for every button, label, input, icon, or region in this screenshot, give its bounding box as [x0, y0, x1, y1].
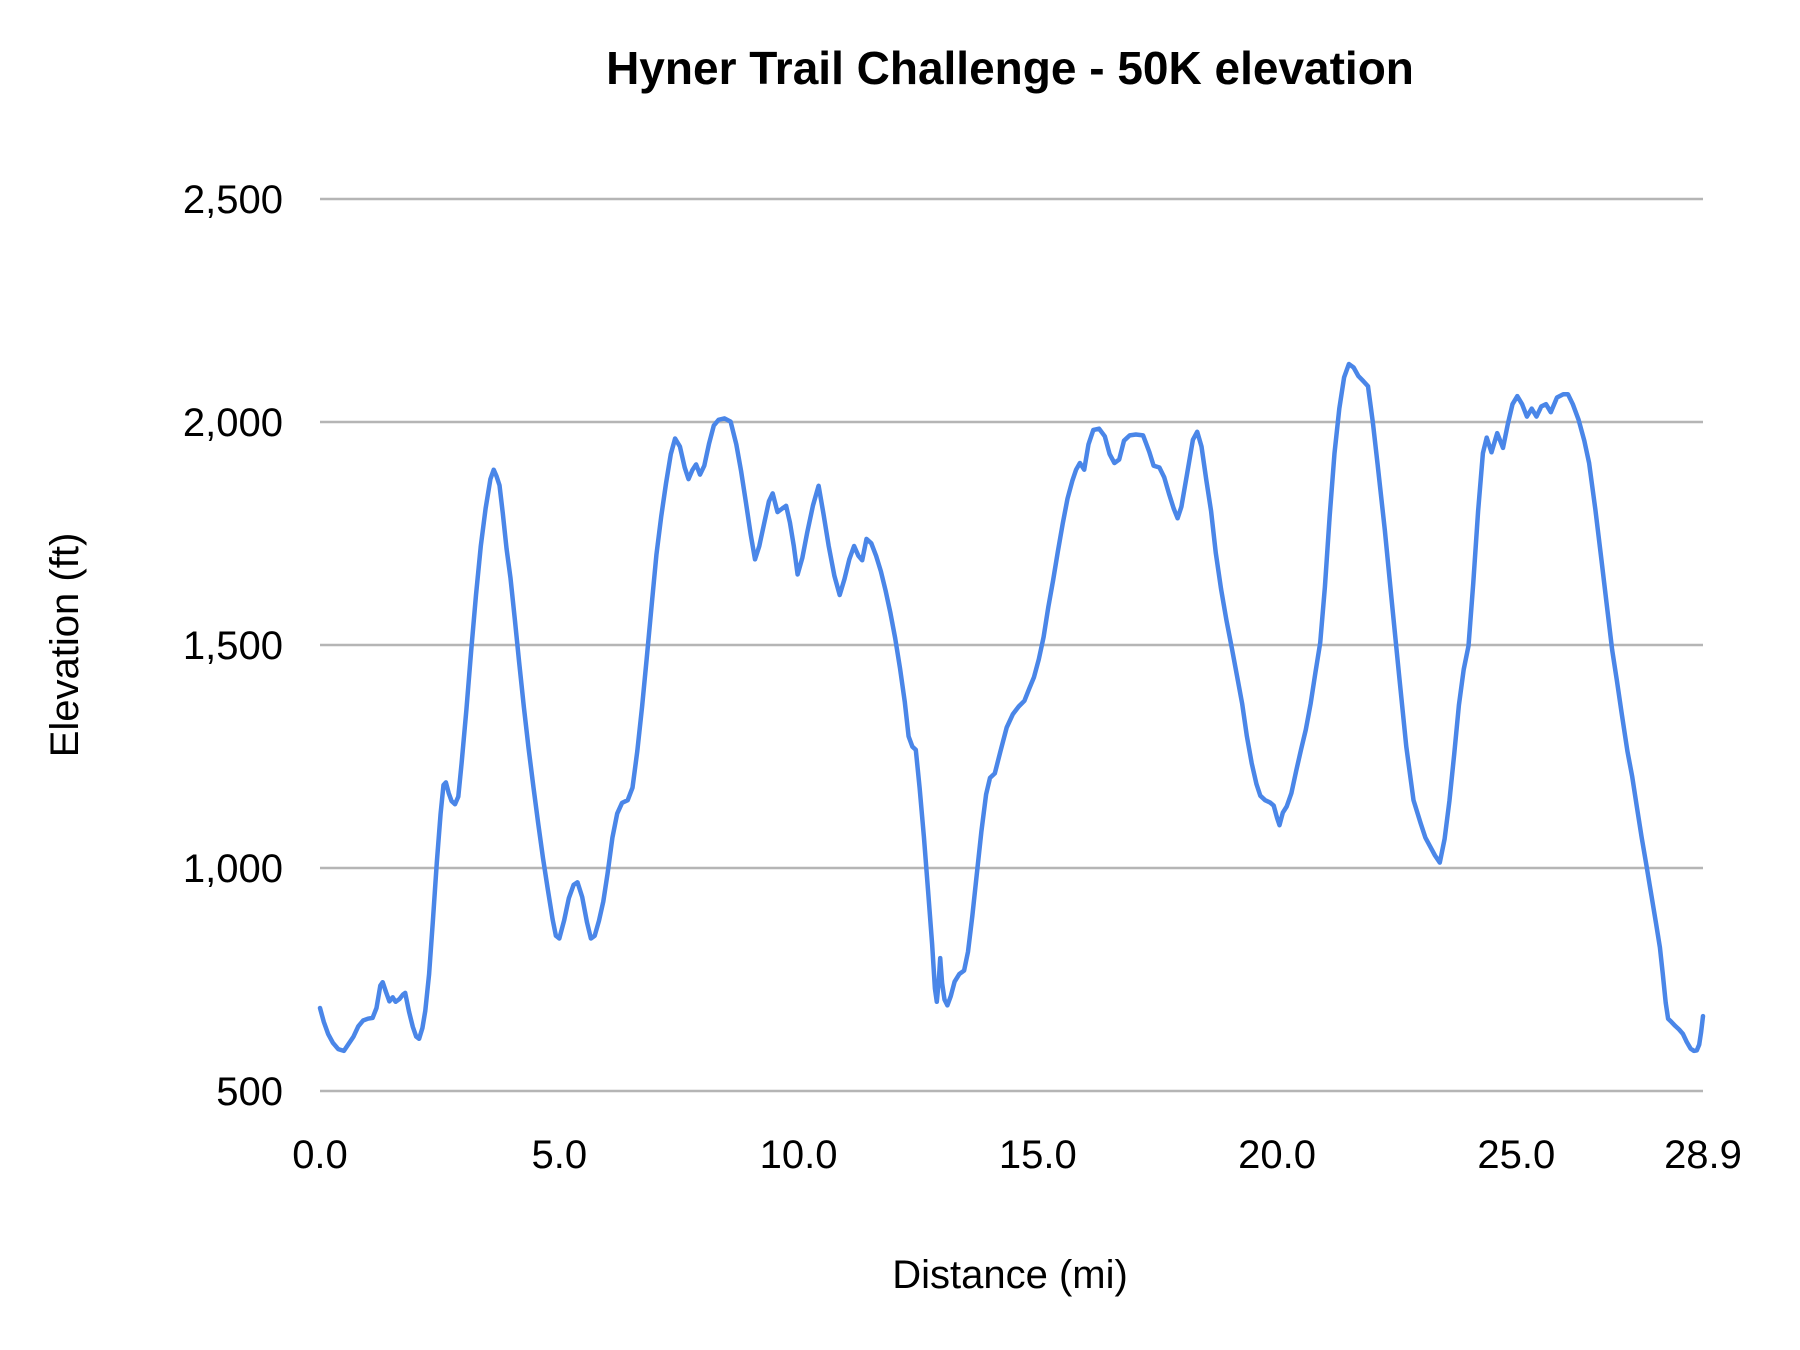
- y-tick-label: 2,000: [183, 401, 283, 445]
- x-tick-label: 20.0: [1238, 1133, 1316, 1177]
- x-tick-label: 28.9: [1664, 1133, 1742, 1177]
- x-tick-label: 10.0: [760, 1133, 838, 1177]
- chart-title: Hyner Trail Challenge - 50K elevation: [606, 42, 1414, 94]
- y-tick-label: 500: [216, 1070, 283, 1114]
- y-tick-label: 2,500: [183, 178, 283, 222]
- x-tick-labels: 0.0 5.0 10.0 15.0 20.0 25.0 28.9: [292, 1133, 1742, 1177]
- elevation-line: [317, 361, 1706, 1054]
- y-axis-title: Elevation (ft): [43, 533, 87, 758]
- gridlines: [320, 197, 1703, 1093]
- y-tick-label: 1,000: [183, 847, 283, 891]
- x-tick-label: 15.0: [999, 1133, 1077, 1177]
- x-tick-label: 5.0: [531, 1133, 587, 1177]
- x-axis-title: Distance (mi): [892, 1253, 1128, 1297]
- x-tick-label: 0.0: [292, 1133, 348, 1177]
- y-tick-label: 1,500: [183, 624, 283, 668]
- x-tick-label: 25.0: [1477, 1133, 1555, 1177]
- y-tick-labels: 500 1,000 1,500 2,000 2,500: [183, 178, 283, 1114]
